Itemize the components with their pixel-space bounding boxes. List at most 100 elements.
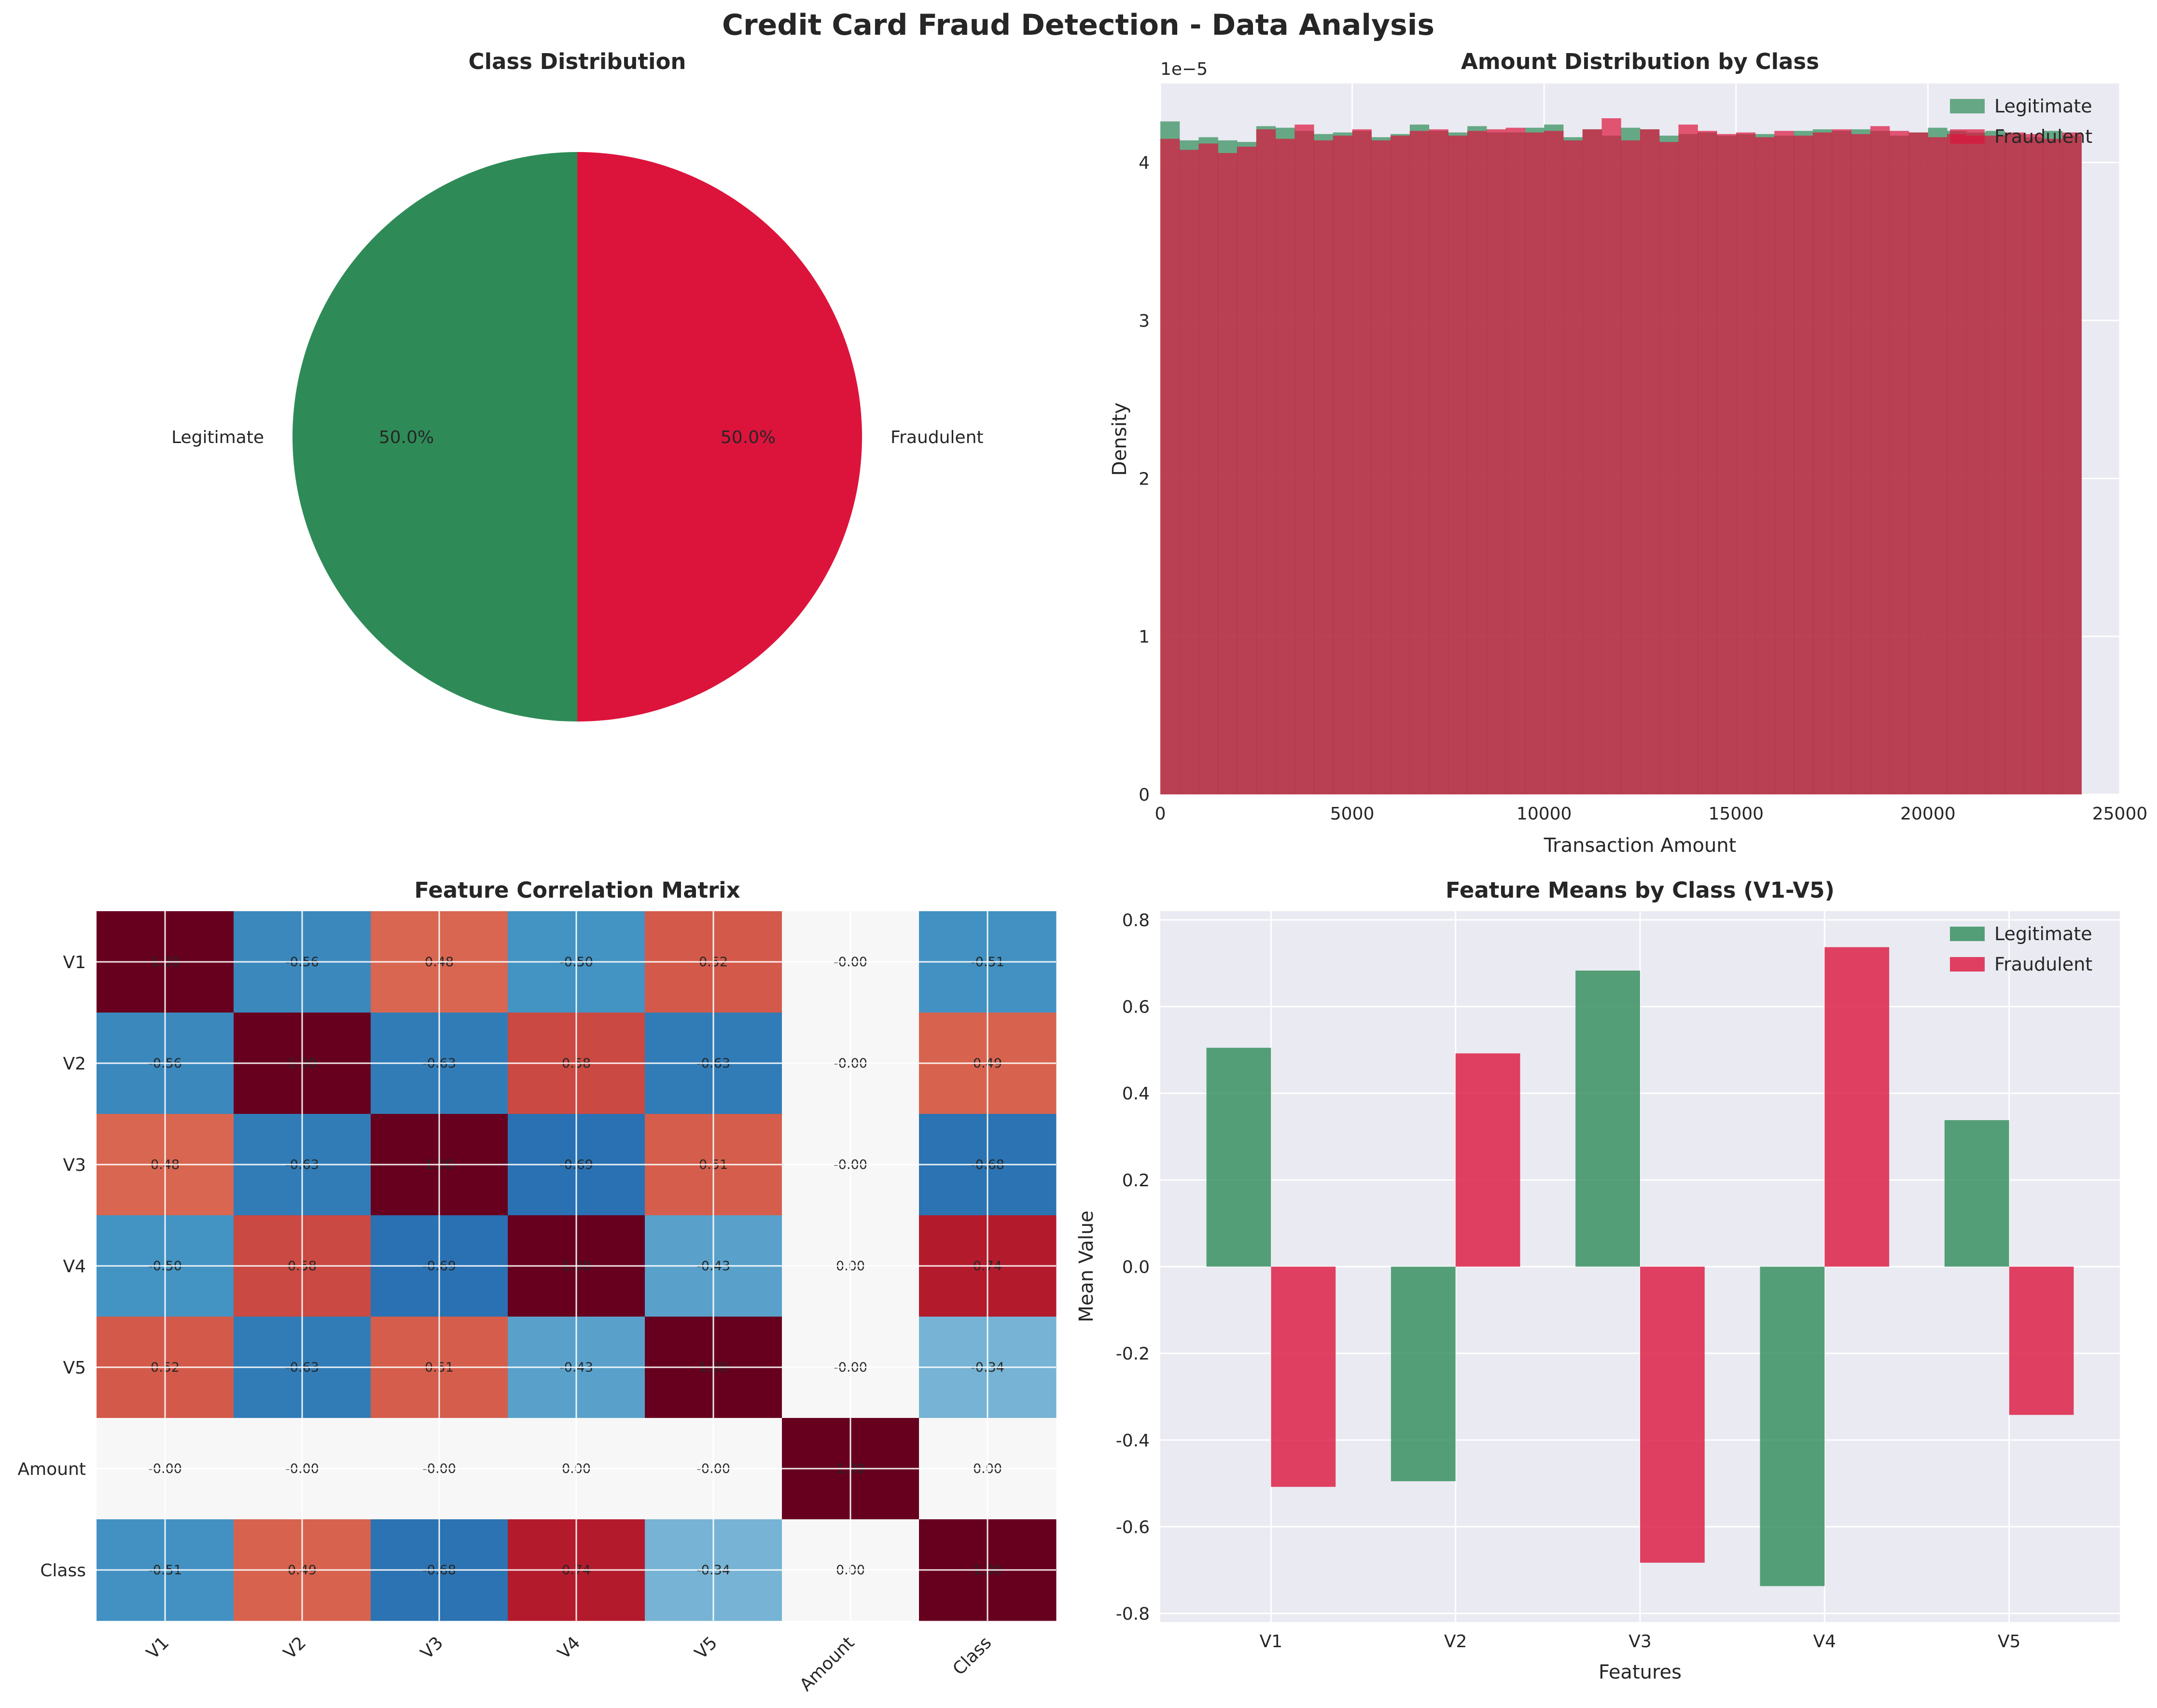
- hist-bar-fraudulent: [2043, 139, 2063, 795]
- legend-label-legitimate: Legitimate: [1994, 96, 2092, 117]
- hist-bar-fraudulent: [1505, 127, 1525, 794]
- hist-bar-fraudulent: [1563, 140, 1583, 795]
- hist-bar-fraudulent: [1467, 131, 1487, 795]
- bars-ytick: 0.0: [1122, 1258, 1150, 1278]
- heatmap-cells: 1.00-0.560.48-0.500.52-0.00-0.51-0.561.0…: [97, 911, 1057, 1621]
- heatmap-title: Feature Correlation Matrix: [414, 877, 740, 903]
- hist-xtick: 10000: [1517, 804, 1572, 824]
- heatmap-xlabel: V5: [691, 1633, 722, 1663]
- bars-ytick: -0.8: [1116, 1604, 1150, 1624]
- hist-ytick: 4: [1139, 153, 1150, 173]
- heatmap-panel: Feature Correlation Matrix 1.00-0.560.48…: [18, 877, 1057, 1695]
- pie-chart: Legitimate 50.0% Fraudulent 50.0%: [171, 152, 984, 722]
- hist-bar-fraudulent: [1525, 132, 1545, 794]
- hist-bar-fraudulent: [1755, 137, 1775, 794]
- heatmap-ylabel: V4: [63, 1257, 86, 1277]
- pie-panel: Class Distribution Legitimate 50.0% Fraudu…: [171, 49, 984, 722]
- hist-bar-fraudulent: [1870, 126, 1890, 794]
- hist-xtick: 25000: [2092, 804, 2148, 824]
- legend-label-fraudulent: Fraudulent: [1994, 126, 2092, 147]
- bar-fraudulent: [1271, 1266, 1336, 1487]
- bars-ticks: -0.8 -0.6 -0.4 -0.2 0.0 0.2 0.4 0.6 0.8 V1 V2 V3 V4 V…: [1116, 911, 2021, 1652]
- bars-ytick: 0.6: [1122, 998, 1150, 1017]
- bars-ytick: -0.4: [1116, 1431, 1150, 1451]
- hist-xtick: 0: [1155, 804, 1166, 824]
- pie-pct-fraudulent: 50.0%: [721, 428, 776, 447]
- hist-bar-fraudulent: [1275, 139, 1295, 795]
- bars-ytick: -0.6: [1116, 1517, 1150, 1537]
- histogram-xlabel: Transaction Amount: [1544, 834, 1737, 857]
- hist-bar-fraudulent: [1678, 125, 1698, 794]
- histogram-title: Amount Distribution by Class: [1461, 49, 1819, 74]
- hist-bar-fraudulent: [1985, 136, 2005, 794]
- hist-xtick: 20000: [1900, 804, 1956, 824]
- heatmap-xlabel: V3: [417, 1633, 447, 1663]
- hist-bar-fraudulent: [1717, 134, 1737, 794]
- hist-bar-fraudulent: [1736, 132, 1756, 794]
- hist-bar-fraudulent: [1218, 153, 1238, 795]
- hist-bar-fraudulent: [2004, 132, 2024, 794]
- hist-bar-fraudulent: [1179, 150, 1199, 795]
- hist-ytick: 2: [1139, 469, 1150, 489]
- hist-bar-fraudulent: [1448, 136, 1468, 794]
- pie-pct-legitimate: 50.0%: [379, 428, 434, 447]
- legend-swatch-fraudulent: [1950, 957, 1985, 972]
- legend-label-fraudulent: Fraudulent: [1994, 954, 2092, 975]
- legend-swatch-legitimate: [1950, 927, 1985, 941]
- hist-bar-fraudulent: [1794, 136, 1813, 794]
- histogram-legend: Legitimate Fraudulent: [1950, 96, 2092, 147]
- hist-xtick: 15000: [1709, 804, 1764, 824]
- bar-fraudulent: [1455, 1053, 1520, 1267]
- heatmap-xlabel: V2: [280, 1633, 310, 1663]
- hist-bar-fraudulent: [1352, 129, 1372, 795]
- pie-label-legitimate: Legitimate: [171, 428, 264, 447]
- hist-bar-fraudulent: [1237, 146, 1257, 794]
- pie-label-fraudulent: Fraudulent: [891, 428, 984, 447]
- histogram-bars: [1160, 118, 2082, 795]
- bars-ytick: 0.8: [1122, 911, 1150, 930]
- bars-xtick: V1: [1260, 1632, 1283, 1652]
- hist-bar-fraudulent: [1391, 136, 1410, 794]
- hist-bar-fraudulent: [1256, 129, 1276, 795]
- histogram-ylabel: Density: [1109, 403, 1131, 476]
- heatmap-ylabel: V5: [63, 1358, 86, 1378]
- hist-bar-fraudulent: [1601, 118, 1621, 795]
- bars-xtick: V2: [1444, 1632, 1467, 1652]
- hist-bar-fraudulent: [1333, 136, 1353, 794]
- hist-bar-fraudulent: [1544, 131, 1564, 795]
- hist-bar-fraudulent: [1928, 137, 1948, 794]
- bars-marks: [1206, 947, 2074, 1586]
- hist-bar-fraudulent: [2062, 132, 2082, 794]
- bars-ytick: 0.2: [1122, 1171, 1150, 1191]
- histogram-offset-label: 1e−5: [1160, 59, 1208, 79]
- hist-bar-fraudulent: [1851, 134, 1871, 794]
- pie-slice-legitimate: [292, 152, 577, 722]
- bars-ytick: 0.4: [1122, 1084, 1150, 1104]
- hist-bar-fraudulent: [1409, 131, 1430, 795]
- bars-ylabel: Mean Value: [1075, 1210, 1098, 1322]
- legend-swatch-fraudulent: [1950, 129, 1985, 144]
- bar-legitimate: [1944, 1120, 2009, 1267]
- figure-title: Credit Card Fraud Detection - Data Analy…: [722, 8, 1434, 42]
- heatmap-ylabel: Class: [40, 1561, 86, 1581]
- hist-bar-fraudulent: [1812, 132, 1833, 794]
- bars-xtick: V4: [1813, 1632, 1837, 1652]
- hist-bar-fraudulent: [1371, 140, 1391, 795]
- hist-bar-fraudulent: [1640, 129, 1660, 795]
- bars-xtick: V5: [1998, 1632, 2021, 1652]
- bar-legitimate: [1206, 1047, 1271, 1267]
- heatmap-xlabel: Class: [949, 1633, 995, 1679]
- hist-bar-fraudulent: [1832, 129, 1851, 795]
- heatmap-ylabel: V3: [63, 1155, 86, 1175]
- bar-fraudulent: [1824, 947, 1890, 1267]
- hist-bar-fraudulent: [1429, 129, 1448, 795]
- heatmap-xlabel: V1: [143, 1633, 173, 1663]
- bar-legitimate: [1391, 1266, 1456, 1482]
- heatmap-xlabel: Amount: [796, 1633, 858, 1695]
- bar-fraudulent: [2009, 1266, 2074, 1415]
- hist-bar-fraudulent: [1160, 139, 1180, 795]
- bar-legitimate: [1760, 1266, 1825, 1586]
- bars-ytick: -0.2: [1116, 1344, 1150, 1364]
- hist-bar-fraudulent: [1698, 131, 1717, 795]
- hist-bar-fraudulent: [1908, 132, 1928, 794]
